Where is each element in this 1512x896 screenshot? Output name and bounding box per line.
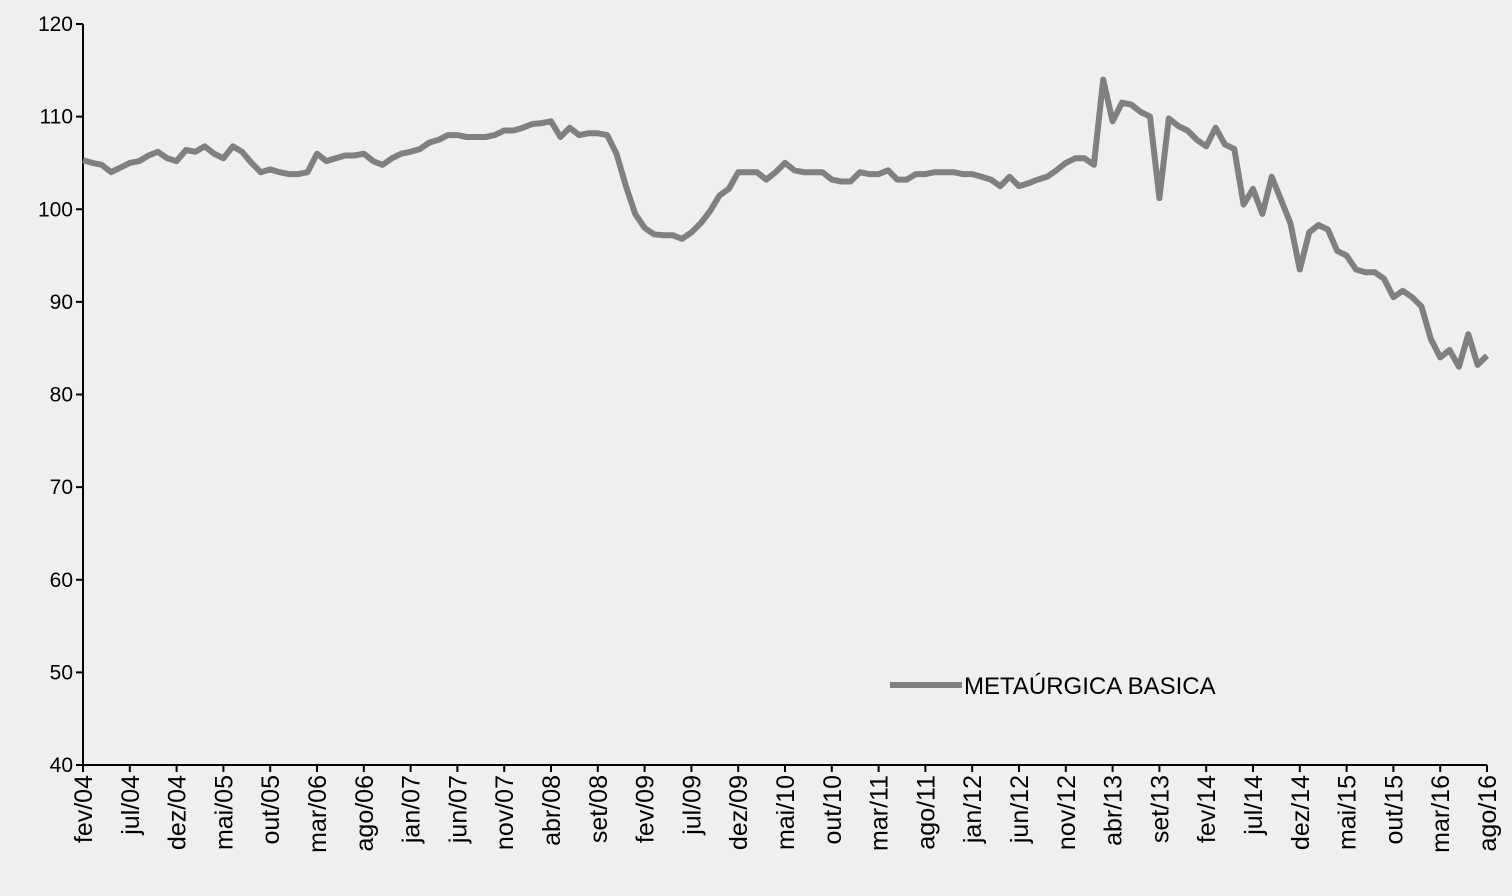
y-tick-label: 40 [50,754,73,777]
x-tick-label: ago/06 [351,775,379,851]
x-tick-label: ago/16 [1474,775,1502,851]
x-tick-label: jun/07 [444,775,472,844]
y-tick-label: 70 [50,476,73,499]
x-tick-label: ago/11 [912,775,940,850]
x-tick-label: mar/16 [1427,775,1455,853]
x-tick-label: jun/12 [1006,775,1034,844]
x-tick-label: mai/10 [772,775,800,850]
y-tick-label: 50 [50,661,73,684]
x-tick-label: jul/04 [117,775,145,836]
x-tick-label: jan/12 [959,775,987,844]
x-tick-label: fev/09 [632,775,660,843]
y-tick-label: 100 [38,198,73,221]
x-tick-label: mar/06 [304,775,332,853]
x-tick-label: jul/14 [1240,775,1268,836]
x-tick-label: abr/08 [538,775,566,846]
x-tick-label: nov/07 [491,775,519,850]
x-tick-label: dez/04 [164,775,192,850]
data-line [82,76,1490,370]
x-tick-label: mai/15 [1334,775,1362,850]
x-tick-label: out/05 [257,775,285,845]
x-tick-label: jul/09 [678,775,706,836]
x-tick-label: set/13 [1146,775,1174,843]
y-tick-label: 90 [50,291,73,314]
x-tick-label: out/10 [819,775,847,845]
x-tick-label: abr/13 [1100,775,1128,846]
x-tick-label: nov/12 [1053,775,1081,850]
x-tick-label: fev/14 [1193,775,1221,843]
x-tick-label: fev/04 [70,775,98,843]
y-tick-label: 110 [40,106,73,129]
y-tick-label: 80 [50,384,73,407]
x-tick-label: mar/11 [866,775,894,851]
legend-label: METAÚRGICA BASICA [964,673,1216,700]
x-tick-label: dez/09 [725,775,753,850]
x-tick-label: dez/14 [1287,775,1315,850]
y-tick-label: 60 [50,569,73,592]
x-tick-label: out/15 [1380,775,1408,845]
y-tick-label: 120 [38,13,73,36]
x-tick-label: set/08 [585,775,613,843]
x-tick-label: jan/07 [398,775,426,844]
x-tick-label: mai/05 [210,775,238,850]
